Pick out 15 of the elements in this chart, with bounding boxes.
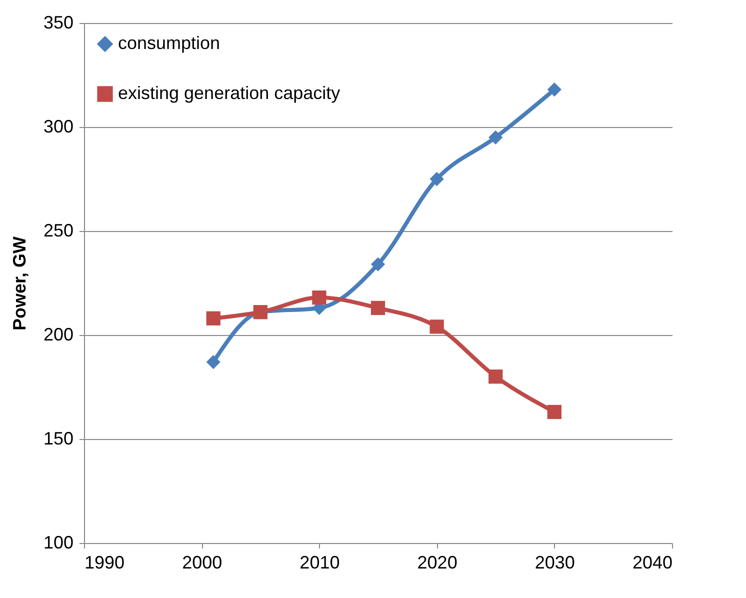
y-tick-label: 200 xyxy=(43,324,74,344)
legend-label: consumption xyxy=(118,33,220,53)
x-tick-label: 2040 xyxy=(632,552,672,572)
x-tick-label: 2020 xyxy=(417,552,458,572)
y-tick-label: 250 xyxy=(43,220,74,240)
y-tick-label: 100 xyxy=(43,532,74,552)
legend-label: existing generation capacity xyxy=(118,83,340,103)
x-tick-label: 2000 xyxy=(182,552,222,572)
y-axis-title: Power, GW xyxy=(9,236,30,331)
x-tick-label: 2030 xyxy=(534,552,575,572)
x-tick-label: 2010 xyxy=(300,552,340,572)
y-tick-label: 350 xyxy=(43,12,74,32)
x-tick-label: 1990 xyxy=(84,552,125,572)
y-tick-label: 300 xyxy=(43,116,74,136)
y-tick-label: 150 xyxy=(43,428,74,448)
